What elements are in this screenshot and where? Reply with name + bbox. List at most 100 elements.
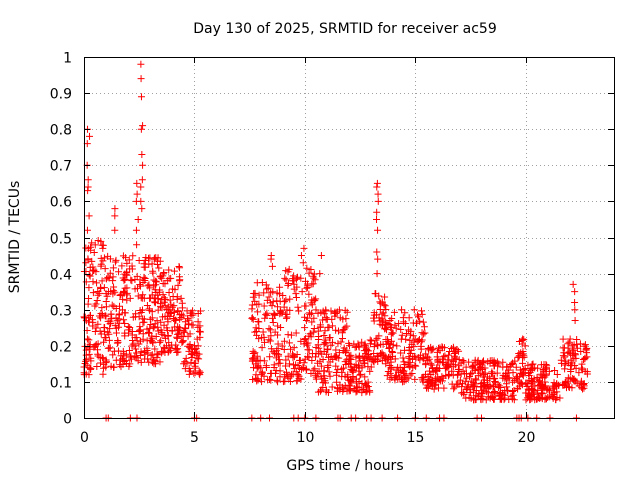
data-point <box>299 363 307 371</box>
data-point <box>317 309 325 317</box>
data-point <box>373 179 381 187</box>
data-point <box>320 340 328 348</box>
data-point <box>145 329 153 337</box>
data-point <box>303 366 311 374</box>
data-point <box>511 357 519 365</box>
data-point <box>356 371 364 379</box>
data-point <box>276 283 284 291</box>
data-point <box>303 264 311 272</box>
data-point <box>310 314 318 322</box>
data-point <box>146 254 154 262</box>
data-point <box>248 301 256 309</box>
data-point <box>294 361 302 369</box>
data-point <box>447 344 455 352</box>
data-point <box>286 295 294 303</box>
data-point <box>169 285 177 293</box>
data-point <box>180 327 188 335</box>
data-point <box>269 348 277 356</box>
data-point <box>351 343 359 351</box>
data-point <box>178 304 186 312</box>
data-point <box>111 288 119 296</box>
data-point <box>150 298 158 306</box>
data-point <box>352 361 360 369</box>
data-point <box>256 364 264 372</box>
data-point <box>559 335 567 343</box>
data-point <box>249 315 257 323</box>
data-point <box>276 359 284 367</box>
data-point <box>248 354 256 362</box>
data-point <box>284 268 292 276</box>
data-point <box>104 273 112 281</box>
data-point <box>286 378 294 386</box>
data-point <box>120 352 128 360</box>
chart-title: Day 130 of 2025, SRMTID for receiver ac5… <box>193 21 497 37</box>
data-point <box>284 331 292 339</box>
data-point <box>115 347 123 355</box>
data-point <box>253 352 261 360</box>
data-point <box>576 340 584 348</box>
data-point <box>132 349 140 357</box>
data-point <box>287 331 295 339</box>
data-point <box>250 290 258 298</box>
data-point <box>274 378 282 386</box>
data-point <box>284 352 292 360</box>
data-point <box>140 260 148 268</box>
data-point <box>170 267 178 275</box>
data-point <box>581 341 589 349</box>
data-point <box>151 345 159 353</box>
data-point <box>134 215 142 223</box>
data-point <box>139 161 147 169</box>
data-point <box>123 259 131 267</box>
data-point <box>504 369 512 377</box>
data-point <box>370 358 378 366</box>
data-point <box>132 345 140 353</box>
data-point <box>254 308 262 316</box>
data-point <box>325 334 333 342</box>
data-point <box>302 277 310 285</box>
data-point <box>499 390 507 398</box>
data-point <box>158 329 166 337</box>
data-point <box>406 359 414 367</box>
data-point <box>332 352 340 360</box>
data-point <box>279 292 287 300</box>
data-point <box>438 373 446 381</box>
data-point <box>433 348 441 356</box>
data-point <box>260 289 268 297</box>
data-point <box>196 327 204 335</box>
y-tick-label: 0.8 <box>50 123 72 139</box>
data-point <box>510 396 518 404</box>
data-point <box>194 309 202 317</box>
data-point <box>260 302 268 310</box>
data-point <box>567 365 575 373</box>
data-point <box>154 306 162 314</box>
data-point <box>316 323 324 331</box>
data-point <box>417 342 425 350</box>
data-point <box>374 190 382 198</box>
data-point <box>545 386 553 394</box>
x-tick-label: 5 <box>190 430 199 446</box>
data-point <box>135 256 143 264</box>
data-point <box>95 289 103 297</box>
data-point <box>452 355 460 363</box>
data-point <box>261 338 269 346</box>
data-point <box>523 394 531 402</box>
data-point <box>395 320 403 328</box>
data-point <box>266 353 274 361</box>
data-point <box>364 363 372 371</box>
data-point <box>381 325 389 333</box>
data-point <box>322 388 330 396</box>
data-point <box>400 358 408 366</box>
data-point <box>319 379 327 387</box>
y-tick-label: 0 <box>63 412 72 428</box>
data-point <box>267 289 275 297</box>
data-point <box>575 369 583 377</box>
data-point <box>285 339 293 347</box>
data-point <box>573 344 581 352</box>
data-point <box>177 294 185 302</box>
data-point <box>99 244 107 252</box>
data-point <box>387 358 395 366</box>
data-point <box>165 266 173 274</box>
data-point <box>579 385 587 393</box>
data-point <box>386 353 394 361</box>
